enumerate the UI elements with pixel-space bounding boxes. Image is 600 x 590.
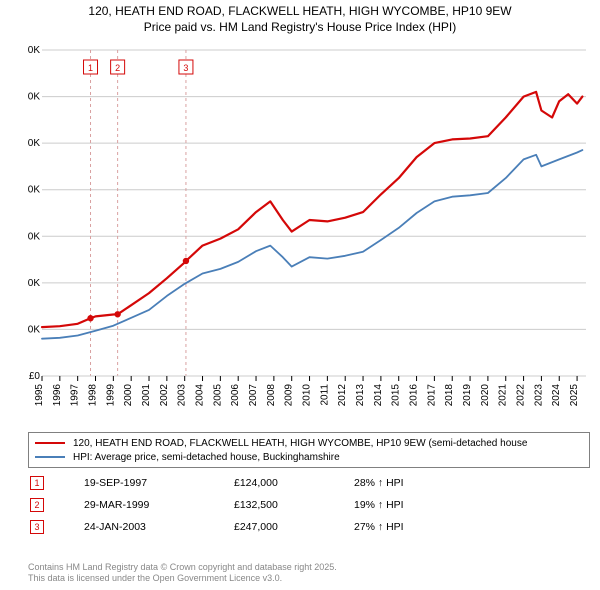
- legend-row-property: 120, HEATH END ROAD, FLACKWELL HEATH, HI…: [35, 436, 583, 450]
- svg-text:1996: 1996: [52, 384, 63, 407]
- svg-text:£600K: £600K: [28, 92, 40, 103]
- svg-text:2008: 2008: [266, 384, 277, 407]
- chart: £0 £100K £200K £300K £400K £500K £600K £700K 1 2 3…: [28, 44, 590, 424]
- svg-text:£300K: £300K: [28, 231, 40, 242]
- svg-text:3: 3: [183, 63, 188, 73]
- svg-text:2021: 2021: [498, 384, 509, 407]
- svg-text:2022: 2022: [516, 384, 527, 407]
- table-row: 2 29-MAR-1999 £132,500 19% ↑ HPI: [28, 494, 590, 516]
- legend-row-hpi: HPI: Average price, semi-detached house,…: [35, 450, 583, 464]
- legend-label-hpi: HPI: Average price, semi-detached house,…: [73, 452, 340, 463]
- footer-line-2: This data is licensed under the Open Gov…: [28, 573, 590, 584]
- svg-text:2007: 2007: [248, 384, 259, 407]
- svg-text:2: 2: [115, 63, 120, 73]
- chart-title: 120, HEATH END ROAD, FLACKWELL HEATH, HI…: [0, 0, 600, 35]
- svg-text:2012: 2012: [337, 384, 348, 407]
- svg-text:1998: 1998: [88, 384, 99, 407]
- sale-price: £124,000: [234, 477, 354, 489]
- sale-diff: 27% ↑ HPI: [354, 521, 474, 533]
- title-line-1: 120, HEATH END ROAD, FLACKWELL HEATH, HI…: [0, 4, 600, 20]
- legend-label-property: 120, HEATH END ROAD, FLACKWELL HEATH, HI…: [73, 438, 527, 449]
- svg-text:2013: 2013: [355, 384, 366, 407]
- svg-text:2024: 2024: [551, 384, 562, 407]
- sale-diff: 28% ↑ HPI: [354, 477, 474, 489]
- svg-text:2017: 2017: [426, 384, 437, 407]
- svg-text:2005: 2005: [212, 384, 223, 407]
- sale-price: £132,500: [234, 499, 354, 511]
- footer: Contains HM Land Registry data © Crown c…: [28, 562, 590, 585]
- sale-date: 29-MAR-1999: [84, 499, 234, 511]
- svg-text:2000: 2000: [123, 384, 134, 407]
- sale-diff: 19% ↑ HPI: [354, 499, 474, 511]
- svg-text:2002: 2002: [159, 384, 170, 407]
- svg-text:2020: 2020: [480, 384, 491, 407]
- title-line-2: Price paid vs. HM Land Registry's House …: [0, 20, 600, 36]
- svg-text:1995: 1995: [34, 384, 45, 407]
- table-row: 1 19-SEP-1997 £124,000 28% ↑ HPI: [28, 472, 590, 494]
- sales-table: 1 19-SEP-1997 £124,000 28% ↑ HPI 2 29-MA…: [28, 472, 590, 538]
- svg-text:2011: 2011: [319, 384, 330, 406]
- svg-text:1999: 1999: [105, 384, 116, 407]
- svg-text:£400K: £400K: [28, 185, 40, 196]
- svg-text:2003: 2003: [177, 384, 188, 407]
- svg-text:£200K: £200K: [28, 278, 40, 289]
- chart-svg: £0 £100K £200K £300K £400K £500K £600K £700K 1 2 3…: [28, 44, 590, 424]
- svg-text:£700K: £700K: [28, 45, 40, 56]
- legend-swatch-hpi: [35, 456, 65, 458]
- svg-text:2025: 2025: [569, 384, 580, 407]
- svg-text:1: 1: [88, 63, 93, 73]
- svg-text:2010: 2010: [302, 384, 313, 407]
- svg-text:2009: 2009: [284, 384, 295, 407]
- sale-marker-1: 1: [30, 476, 44, 490]
- svg-text:£0: £0: [29, 371, 41, 382]
- svg-text:2016: 2016: [409, 384, 420, 407]
- sale-marker-2: 2: [30, 498, 44, 512]
- sale-date: 24-JAN-2003: [84, 521, 234, 533]
- legend-swatch-property: [35, 442, 65, 444]
- legend: 120, HEATH END ROAD, FLACKWELL HEATH, HI…: [28, 432, 590, 468]
- sale-price: £247,000: [234, 521, 354, 533]
- sale-marker-3: 3: [30, 520, 44, 534]
- svg-text:2006: 2006: [230, 384, 241, 407]
- svg-text:2019: 2019: [462, 384, 473, 407]
- svg-text:2014: 2014: [373, 384, 384, 407]
- svg-text:£500K: £500K: [28, 138, 40, 149]
- svg-text:2023: 2023: [533, 384, 544, 407]
- svg-text:£100K: £100K: [28, 324, 40, 335]
- svg-text:2004: 2004: [195, 384, 206, 407]
- footer-line-1: Contains HM Land Registry data © Crown c…: [28, 562, 590, 573]
- sale-date: 19-SEP-1997: [84, 477, 234, 489]
- svg-text:2015: 2015: [391, 384, 402, 407]
- svg-text:2001: 2001: [141, 384, 152, 407]
- svg-text:1997: 1997: [70, 384, 81, 407]
- svg-text:2018: 2018: [444, 384, 455, 407]
- table-row: 3 24-JAN-2003 £247,000 27% ↑ HPI: [28, 516, 590, 538]
